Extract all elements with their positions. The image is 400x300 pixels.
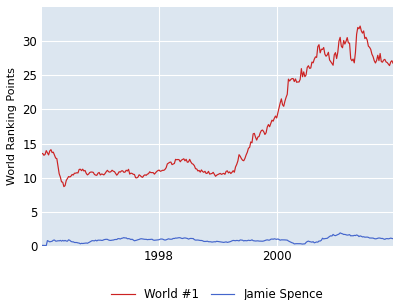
Jamie Spence	[336, 232, 341, 236]
Line: Jamie Spence: Jamie Spence	[42, 233, 393, 246]
Legend: World #1, Jamie Spence: World #1, Jamie Spence	[106, 283, 328, 300]
Jamie Spence	[248, 238, 253, 242]
Jamie Spence	[256, 239, 260, 243]
Line: World #1: World #1	[42, 26, 393, 187]
World #1	[40, 152, 45, 155]
World #1	[336, 39, 341, 43]
Jamie Spence	[250, 238, 254, 242]
World #1	[248, 140, 253, 144]
World #1	[62, 185, 66, 188]
World #1	[256, 135, 260, 139]
World #1	[250, 141, 254, 145]
World #1	[39, 152, 44, 156]
Jamie Spence	[40, 244, 45, 247]
World #1	[391, 61, 396, 65]
Jamie Spence	[44, 244, 49, 247]
World #1	[358, 24, 362, 28]
Jamie Spence	[39, 244, 44, 247]
Jamie Spence	[338, 231, 342, 235]
Jamie Spence	[391, 237, 396, 241]
World #1	[360, 31, 365, 35]
Jamie Spence	[360, 235, 365, 239]
Y-axis label: World Ranking Points: World Ranking Points	[7, 68, 17, 185]
